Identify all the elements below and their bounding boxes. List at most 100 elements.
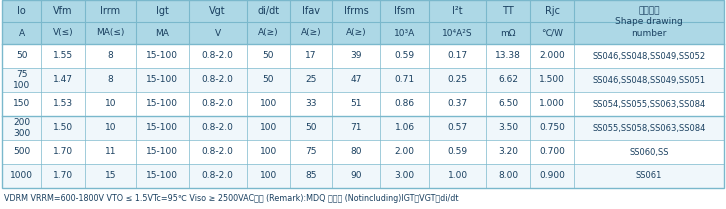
Text: 15-100: 15-100	[147, 172, 179, 181]
Bar	[486, 22, 530, 44]
Bar	[429, 68, 486, 92]
Bar	[332, 140, 380, 164]
Text: 0.8-2.0: 0.8-2.0	[202, 148, 234, 157]
Text: 500: 500	[13, 148, 30, 157]
Bar	[85, 22, 136, 44]
Bar	[189, 0, 247, 22]
Text: 0.8-2.0: 0.8-2.0	[202, 172, 234, 181]
Text: SS054,SS055,SS063,SS084: SS054,SS055,SS063,SS084	[592, 99, 706, 108]
Text: 25: 25	[306, 75, 317, 84]
Bar	[189, 22, 247, 44]
Bar	[380, 22, 429, 44]
Text: 47: 47	[351, 75, 362, 84]
Text: Igt: Igt	[156, 6, 168, 16]
Bar	[41, 116, 85, 140]
Text: 10³A: 10³A	[394, 28, 415, 37]
Bar	[332, 116, 380, 140]
Text: MA(≤): MA(≤)	[97, 28, 125, 37]
Text: 0.8-2.0: 0.8-2.0	[202, 124, 234, 133]
Text: 200
300: 200 300	[13, 118, 30, 138]
Bar	[486, 116, 530, 140]
Text: 1.70: 1.70	[53, 148, 73, 157]
Bar	[574, 68, 724, 92]
Bar	[136, 92, 189, 116]
Text: 15-100: 15-100	[147, 75, 179, 84]
Bar	[290, 0, 332, 22]
Text: Ifav: Ifav	[302, 6, 320, 16]
Bar	[486, 68, 530, 92]
Bar	[290, 116, 332, 140]
Bar	[247, 44, 290, 68]
Text: 0.59: 0.59	[394, 51, 415, 60]
Text: 1.06: 1.06	[394, 124, 415, 133]
Bar	[2, 0, 724, 188]
Text: 15-100: 15-100	[147, 148, 179, 157]
Text: 100: 100	[260, 172, 277, 181]
Bar	[290, 140, 332, 164]
Bar	[429, 92, 486, 116]
Bar	[290, 164, 332, 188]
Text: 1.00: 1.00	[447, 172, 468, 181]
Text: 0.71: 0.71	[394, 75, 415, 84]
Bar	[247, 140, 290, 164]
Text: 1.47: 1.47	[53, 75, 73, 84]
Text: Ifsm: Ifsm	[394, 6, 415, 16]
Bar	[41, 22, 85, 44]
Text: SS060,SS: SS060,SS	[629, 148, 669, 157]
Text: ΤT: ΤT	[502, 6, 514, 16]
Text: 1000: 1000	[10, 172, 33, 181]
Text: Vfm: Vfm	[54, 6, 73, 16]
Bar	[574, 140, 724, 164]
Bar	[574, 0, 724, 44]
Text: 1.000: 1.000	[539, 99, 565, 108]
Bar	[530, 22, 574, 44]
Bar	[574, 116, 724, 140]
Text: 2.000: 2.000	[539, 51, 565, 60]
Bar	[136, 44, 189, 68]
Bar	[574, 44, 724, 68]
Bar	[530, 44, 574, 68]
Bar	[530, 92, 574, 116]
Text: 0.8-2.0: 0.8-2.0	[202, 75, 234, 84]
Text: 0.25: 0.25	[447, 75, 468, 84]
Bar	[380, 92, 429, 116]
Bar	[429, 22, 486, 44]
Bar	[380, 44, 429, 68]
Bar	[189, 140, 247, 164]
Text: Io: Io	[17, 6, 26, 16]
Bar	[189, 164, 247, 188]
Text: 1.50: 1.50	[53, 124, 73, 133]
Bar	[189, 68, 247, 92]
Text: SS061: SS061	[636, 172, 662, 181]
Bar	[380, 140, 429, 164]
Bar	[85, 0, 136, 22]
Text: 50: 50	[263, 75, 274, 84]
Text: 11: 11	[105, 148, 116, 157]
Bar	[380, 116, 429, 140]
Bar	[41, 68, 85, 92]
Text: 0.37: 0.37	[447, 99, 468, 108]
Text: 0.59: 0.59	[447, 148, 468, 157]
Bar	[380, 68, 429, 92]
Text: 50: 50	[306, 124, 317, 133]
Text: 10: 10	[105, 124, 116, 133]
Bar	[247, 68, 290, 92]
Text: 51: 51	[351, 99, 362, 108]
Bar	[429, 140, 486, 164]
Bar	[2, 92, 41, 116]
Bar	[290, 92, 332, 116]
Bar	[530, 68, 574, 92]
Text: I²t: I²t	[452, 6, 463, 16]
Bar	[41, 140, 85, 164]
Text: di/dt: di/dt	[257, 6, 280, 16]
Bar	[486, 0, 530, 22]
Bar	[136, 22, 189, 44]
Text: 15-100: 15-100	[147, 99, 179, 108]
Bar	[574, 92, 724, 116]
Bar	[41, 164, 85, 188]
Bar	[2, 68, 41, 92]
Bar	[290, 68, 332, 92]
Text: 15-100: 15-100	[147, 51, 179, 60]
Text: Rjc: Rjc	[544, 6, 560, 16]
Bar	[2, 44, 41, 68]
